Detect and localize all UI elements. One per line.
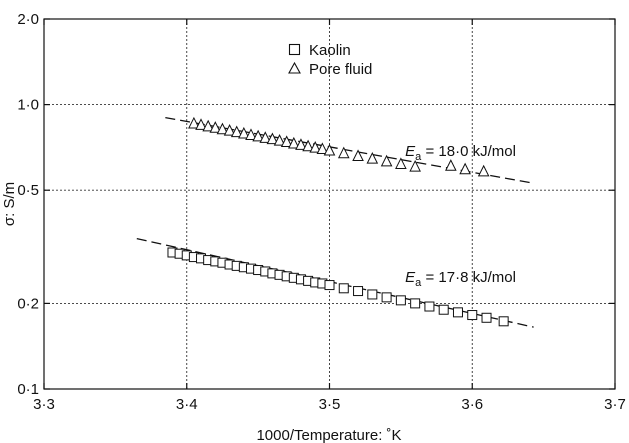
x-tick-label: 3·6 — [461, 396, 483, 413]
data-point-pore-fluid — [366, 152, 379, 164]
data-point-pore-fluid — [409, 159, 421, 172]
data-point-kaolin — [481, 312, 492, 323]
activation-energy-label: Ea = 17·8 kJ/mol — [405, 269, 516, 289]
data-point-pore-fluid — [352, 149, 364, 161]
data-point-pore-fluid — [288, 136, 300, 149]
x-tick-label: 3·5 — [319, 396, 341, 413]
data-point-pore-fluid — [195, 118, 207, 130]
axis-title-layer: 1000/Temperature: ˚K σ: S/m — [1, 182, 402, 443]
data-point-kaolin — [338, 283, 349, 294]
y-tick-label: 2·0 — [17, 11, 39, 28]
data-point-pore-fluid — [238, 126, 250, 139]
data-point-pore-fluid — [216, 122, 229, 135]
grid-layer — [44, 19, 615, 389]
y-tick-label: 0·5 — [17, 182, 39, 199]
data-point-pore-fluid — [209, 121, 222, 133]
data-point-kaolin — [424, 301, 435, 312]
y-tick-label: 0·1 — [17, 381, 39, 398]
data-point-pore-fluid — [337, 146, 350, 159]
x-tick-label: 3·3 — [33, 396, 55, 413]
data-point-kaolin — [467, 310, 478, 321]
data-point-pore-fluid — [245, 128, 257, 140]
legend-label-pore-fluid: Pore fluid — [309, 61, 372, 78]
legend-marker-kaolin — [288, 43, 301, 56]
data-point-kaolin — [353, 286, 364, 297]
activation-energy-label: Ea = 18·0 kJ/mol — [405, 143, 516, 163]
annotation-layer: Ea = 18·0 kJ/mol Ea = 17·8 kJ/mol — [405, 143, 516, 289]
data-point-pore-fluid — [252, 129, 264, 142]
data-point-kaolin — [381, 292, 392, 303]
data-point-pore-fluid — [477, 164, 490, 177]
data-point-kaolin — [438, 304, 449, 315]
fit-line-pore-fluid — [165, 116, 534, 184]
y-axis-title: σ: S/m — [1, 182, 18, 226]
data-point-pore-fluid — [323, 143, 336, 156]
data-point-pore-fluid — [223, 123, 236, 136]
data-point-kaolin — [367, 289, 378, 300]
data-point-pore-fluid — [309, 141, 322, 153]
data-point-kaolin — [410, 298, 421, 309]
data-point-kaolin — [324, 280, 335, 291]
data-point-pore-fluid — [230, 125, 243, 138]
data-point-kaolin — [498, 316, 509, 327]
tick-layer: 3·3 3·4 3·5 3·6 3·7 0·1 0·2 0·5 1·0 2·0 — [17, 11, 626, 413]
data-point-pore-fluid — [380, 154, 393, 167]
legend: Kaolin Pore fluid — [288, 42, 372, 78]
x-tick-label: 3·4 — [176, 396, 198, 413]
data-point-pore-fluid — [316, 142, 329, 155]
data-point-pore-fluid — [259, 131, 272, 143]
y-tick-label: 0·2 — [17, 295, 39, 312]
markers-layer — [167, 116, 509, 327]
legend-label-kaolin: Kaolin — [309, 42, 351, 59]
data-point-pore-fluid — [395, 157, 407, 169]
legend-marker-pore-fluid — [288, 61, 301, 74]
data-point-pore-fluid — [302, 139, 314, 152]
data-point-pore-fluid — [188, 116, 200, 129]
data-point-kaolin — [395, 295, 406, 306]
x-tick-label: 3·7 — [604, 396, 626, 413]
data-point-pore-fluid — [266, 132, 279, 145]
data-point-pore-fluid — [295, 138, 307, 150]
data-point-pore-fluid — [280, 135, 293, 147]
y-tick-label: 1·0 — [17, 97, 39, 114]
data-point-pore-fluid — [273, 134, 286, 146]
data-point-kaolin — [452, 307, 463, 318]
data-point-pore-fluid — [445, 159, 457, 171]
data-point-pore-fluid — [459, 162, 471, 175]
data-point-pore-fluid — [202, 119, 214, 132]
x-axis-title: 1000/Temperature: ˚K — [256, 427, 401, 443]
